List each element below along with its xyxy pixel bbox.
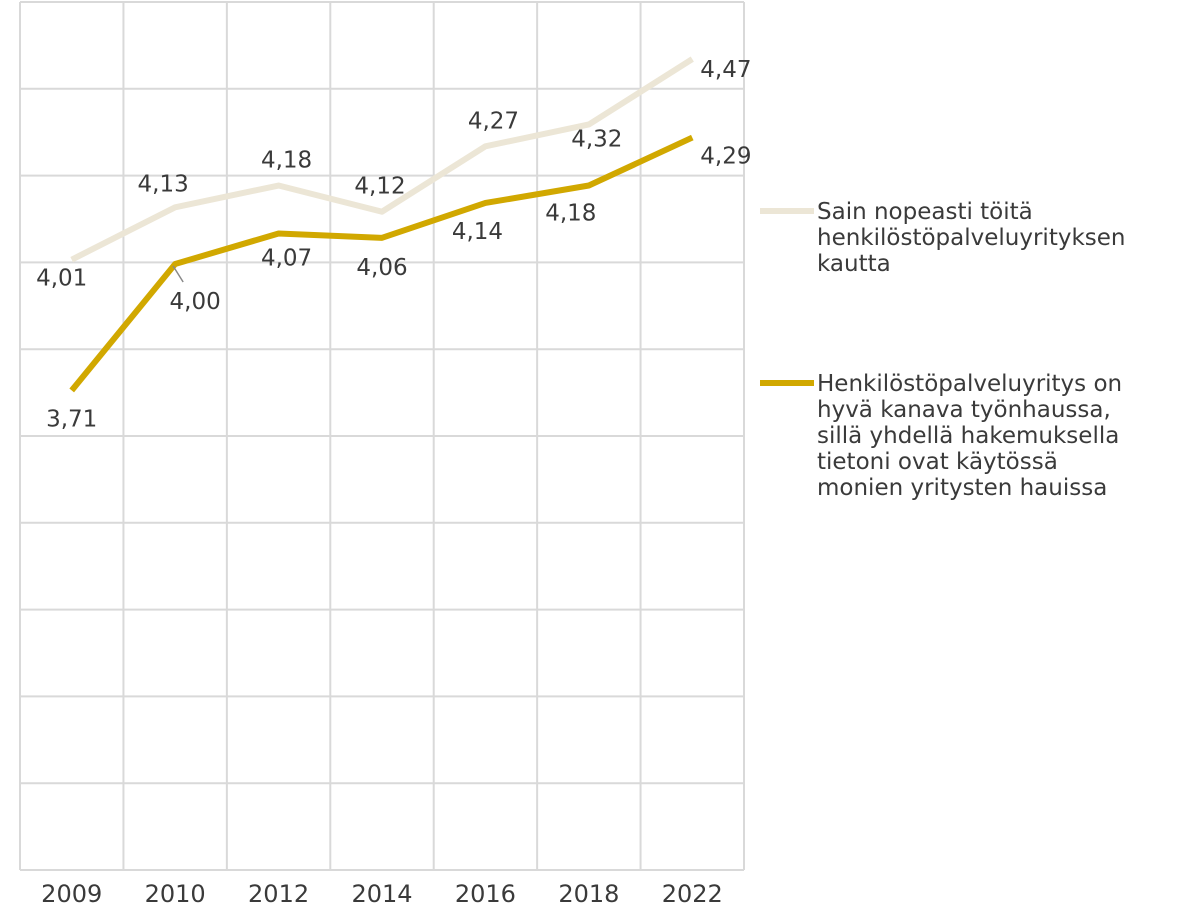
x-tick-label: 2014 bbox=[351, 880, 412, 908]
data-label: 4,06 bbox=[356, 255, 407, 281]
x-tick-label: 2012 bbox=[248, 880, 309, 908]
data-label: 4,14 bbox=[452, 219, 503, 245]
chart-grid bbox=[19, 1, 745, 871]
data-label: 4,18 bbox=[545, 201, 596, 227]
x-tick-label: 2022 bbox=[662, 880, 723, 908]
data-label: 3,71 bbox=[46, 406, 97, 432]
data-label: 4,27 bbox=[468, 108, 519, 134]
data-label: 4,01 bbox=[36, 266, 87, 292]
data-label: 4,32 bbox=[571, 126, 622, 152]
data-label: 4,12 bbox=[354, 174, 405, 200]
legend-label-line: sillä yhdellä hakemuksella bbox=[817, 423, 1119, 449]
legend-label-line: kautta bbox=[817, 251, 891, 277]
legend-label-line: tietoni ovat käytössä bbox=[817, 449, 1058, 475]
x-tick-label: 2018 bbox=[558, 880, 619, 908]
data-label: 4,47 bbox=[700, 57, 751, 83]
legend-label-line: henkilöstöpalveluyrityksen bbox=[817, 225, 1125, 251]
legend-label-line: monien yritysten hauissa bbox=[817, 475, 1107, 501]
legend-label-line: hyvä kanava työnhaussa, bbox=[817, 397, 1111, 423]
legend: Sain nopeasti töitähenkilöstöpalveluyrit… bbox=[760, 199, 1125, 501]
data-label: 4,00 bbox=[170, 289, 221, 315]
data-label: 4,29 bbox=[700, 144, 751, 170]
x-tick-label: 2016 bbox=[455, 880, 516, 908]
series-line-1 bbox=[70, 56, 694, 263]
data-label: 4,07 bbox=[261, 245, 312, 271]
x-tick-label: 2009 bbox=[41, 880, 102, 908]
label-leader-line bbox=[172, 265, 184, 283]
legend-label-line: Sain nopeasti töitä bbox=[817, 199, 1033, 225]
data-label: 4,13 bbox=[138, 171, 189, 197]
legend-label-line: Henkilöstöpalveluyritys on bbox=[817, 371, 1122, 397]
series-line-2 bbox=[69, 134, 694, 393]
x-tick-label: 2010 bbox=[145, 880, 206, 908]
data-label: 4,18 bbox=[261, 148, 312, 174]
series-lines bbox=[69, 56, 694, 393]
x-axis-ticks: 2009 2010 2012 2014 2016 2018 2022 bbox=[41, 880, 723, 908]
data-labels: 4,01 4,13 4,18 4,12 4,27 4,32 4,47 3,71 4,00 4,07… bbox=[36, 57, 751, 432]
